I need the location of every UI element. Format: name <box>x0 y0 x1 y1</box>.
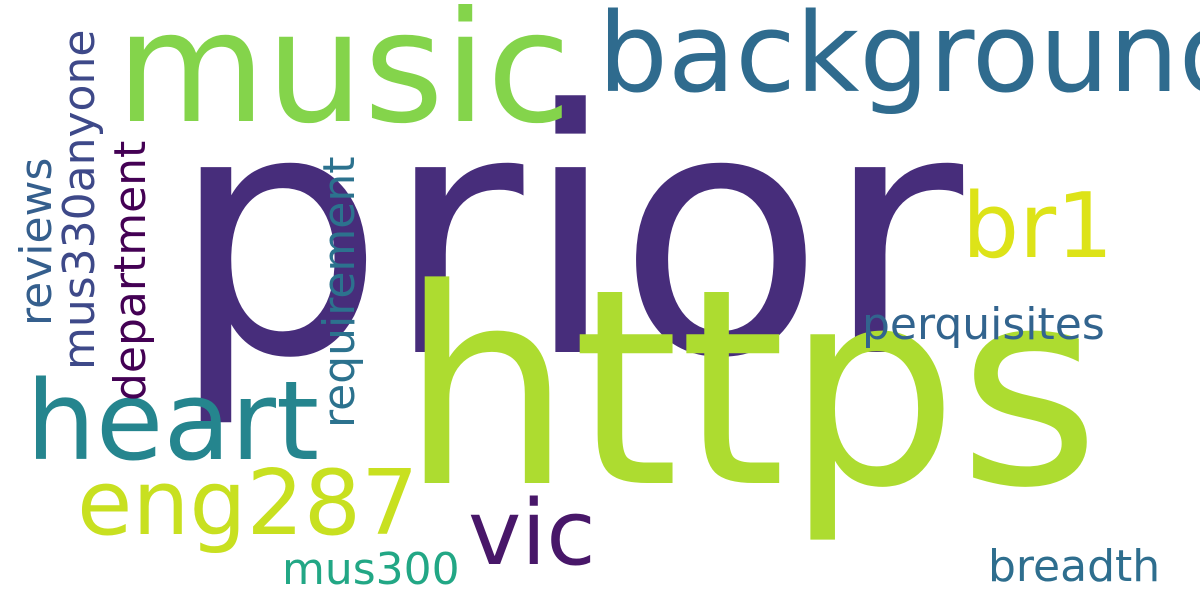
word-mus330anyone: mus330anyone <box>54 29 105 370</box>
word-reviews: reviews <box>11 157 62 326</box>
word-vic: vic <box>468 481 596 586</box>
word-perquisites: perquisites <box>862 299 1105 350</box>
word-department: department <box>105 140 156 401</box>
word-music: music <box>116 0 572 158</box>
word-br1: br1 <box>962 174 1114 279</box>
word-mus300: mus300 <box>282 544 460 595</box>
word-background: background <box>598 0 1200 117</box>
word-requirement: requirement <box>314 156 365 429</box>
word-prior: prior <box>170 38 964 432</box>
word-https: https <box>400 232 1101 548</box>
word-heart: heart <box>26 357 320 485</box>
word-eng287: eng287 <box>77 451 419 556</box>
word-breadth: breadth <box>988 541 1161 592</box>
